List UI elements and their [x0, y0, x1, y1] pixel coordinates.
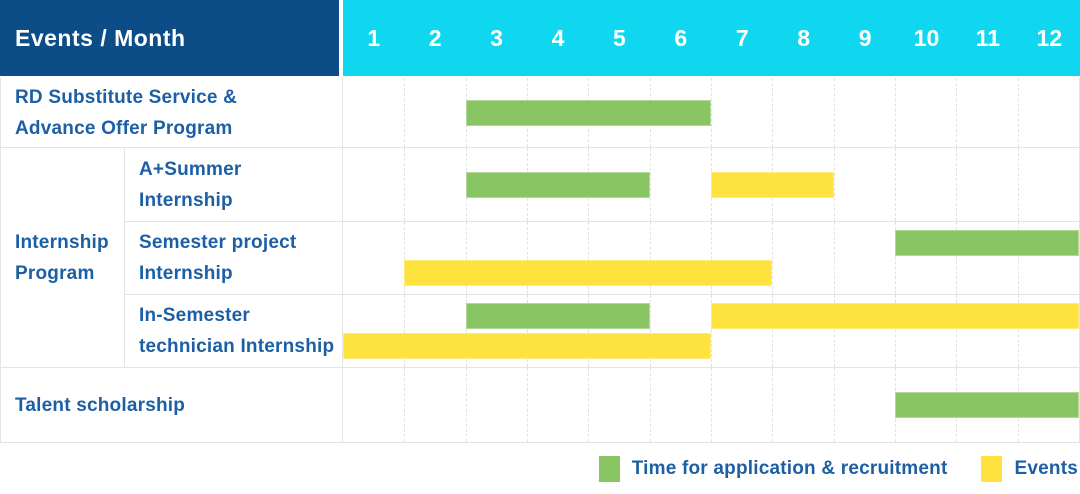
month-gridline: [833, 148, 835, 221]
legend-label-application: Time for application & recruitment: [631, 457, 948, 479]
month-label: 3: [490, 24, 503, 51]
row-label-line: Semester project: [139, 232, 297, 253]
events-swatch: [981, 455, 1003, 482]
row-label: In-Semester technician Internship: [125, 295, 343, 368]
legend: Time for application & recruitment Event…: [0, 443, 1080, 494]
month-label: 7: [735, 24, 749, 51]
month-gridline: [711, 368, 712, 442]
month-gridline: [711, 78, 712, 147]
month-gridline: [895, 78, 896, 147]
month-gridline: [833, 295, 835, 367]
chart-row: [343, 368, 1079, 442]
bar-events: [711, 171, 834, 198]
month-gridline: [956, 78, 958, 147]
bar-application: [465, 171, 650, 198]
bar-application: [465, 303, 650, 329]
row-label: RD Substitute Service & Advance Offer Pro…: [1, 78, 343, 148]
month-gridline: [772, 78, 774, 147]
month-gridline: [649, 295, 651, 367]
month-gridline: [588, 222, 590, 294]
month-gridline: [895, 148, 896, 221]
month-label: 2: [428, 24, 442, 51]
month-gridline: [711, 222, 712, 294]
row-label-line: RD Substitute Service &: [15, 86, 238, 108]
group-label-line: Program: [15, 262, 95, 284]
month-gridline: [1017, 148, 1019, 221]
row-label: Talent scholarship: [1, 368, 343, 442]
month-gridline: [956, 295, 958, 367]
month-header: 1 2 3 4 5 6 7 8 9 10 11 12: [343, 0, 1080, 78]
month-gridline: [404, 295, 406, 367]
bar-events: [343, 333, 711, 359]
month-label: 12: [1036, 24, 1063, 51]
bar-application: [465, 99, 711, 126]
month-gridline: [404, 368, 406, 442]
row-label-line: technician Internship: [139, 336, 335, 357]
month-gridline: [649, 368, 651, 442]
month-gridline: [772, 295, 774, 367]
bar-application: [895, 392, 1079, 418]
row-label-line: Internship: [139, 189, 233, 211]
month-label: 1: [367, 24, 381, 51]
month-gridline: [649, 222, 651, 294]
month-gridline: [649, 148, 651, 221]
month-gridline: [404, 78, 406, 147]
row-label-line: In-Semester: [139, 305, 250, 326]
row-label: Semester project Internship: [125, 222, 343, 295]
month-gridline: [465, 368, 467, 442]
month-gridline: [833, 78, 835, 147]
chart-row: [343, 78, 1079, 148]
row-label-line: Internship: [139, 263, 233, 284]
month-gridline: [527, 368, 528, 442]
month-label: 8: [797, 24, 811, 51]
month-gridline: [956, 222, 958, 294]
month-gridline: [895, 222, 896, 294]
month-gridline: [404, 222, 406, 294]
month-gridline: [1017, 222, 1019, 294]
month-label: 5: [613, 24, 626, 51]
month-gridline: [527, 295, 528, 367]
month-gridline: [465, 295, 467, 367]
gantt-table: Events / Month 1 2 3 4 5 6 7 8 9 10 11 12 RD Substi…: [0, 0, 1080, 443]
month-gridline: [588, 295, 590, 367]
row-label: A+Summer Internship: [125, 148, 343, 222]
chart-row: [343, 222, 1079, 295]
month-gridline: [711, 295, 712, 367]
month-gridline: [404, 148, 406, 221]
legend-label-events: Events: [1014, 457, 1078, 479]
application-swatch: [598, 455, 620, 482]
month-label: 6: [674, 24, 688, 51]
month-label: 11: [975, 24, 1001, 51]
month-gridline: [833, 222, 835, 294]
month-label: 9: [858, 24, 872, 51]
month-label: 10: [913, 24, 940, 51]
group-cell: Internship Program: [1, 148, 125, 368]
month-gridline: [1017, 295, 1019, 367]
month-gridline: [527, 222, 528, 294]
month-gridline: [588, 368, 590, 442]
legend-item-application: Time for application & recruitment: [598, 455, 948, 482]
month-gridline: [465, 222, 467, 294]
month-gridline: [956, 148, 958, 221]
chart-row: [343, 295, 1079, 368]
bar-events: [711, 303, 1079, 329]
month-gridline: [772, 368, 774, 442]
bar-events: [404, 260, 773, 286]
chart-row: [343, 148, 1079, 222]
month-gridline: [1017, 78, 1019, 147]
group-label-line: Internship: [15, 231, 109, 253]
bar-application: [895, 230, 1079, 256]
row-label-line: Advance Offer Program: [15, 117, 233, 139]
row-label-line: Talent scholarship: [15, 394, 186, 416]
month-gridline: [895, 295, 896, 367]
row-label-line: A+Summer: [139, 158, 242, 180]
month-gridline: [772, 222, 774, 294]
table-title: Events / Month: [0, 0, 343, 78]
month-label: 4: [551, 24, 565, 51]
month-gridline: [833, 368, 835, 442]
legend-item-events: Events: [981, 455, 1078, 482]
